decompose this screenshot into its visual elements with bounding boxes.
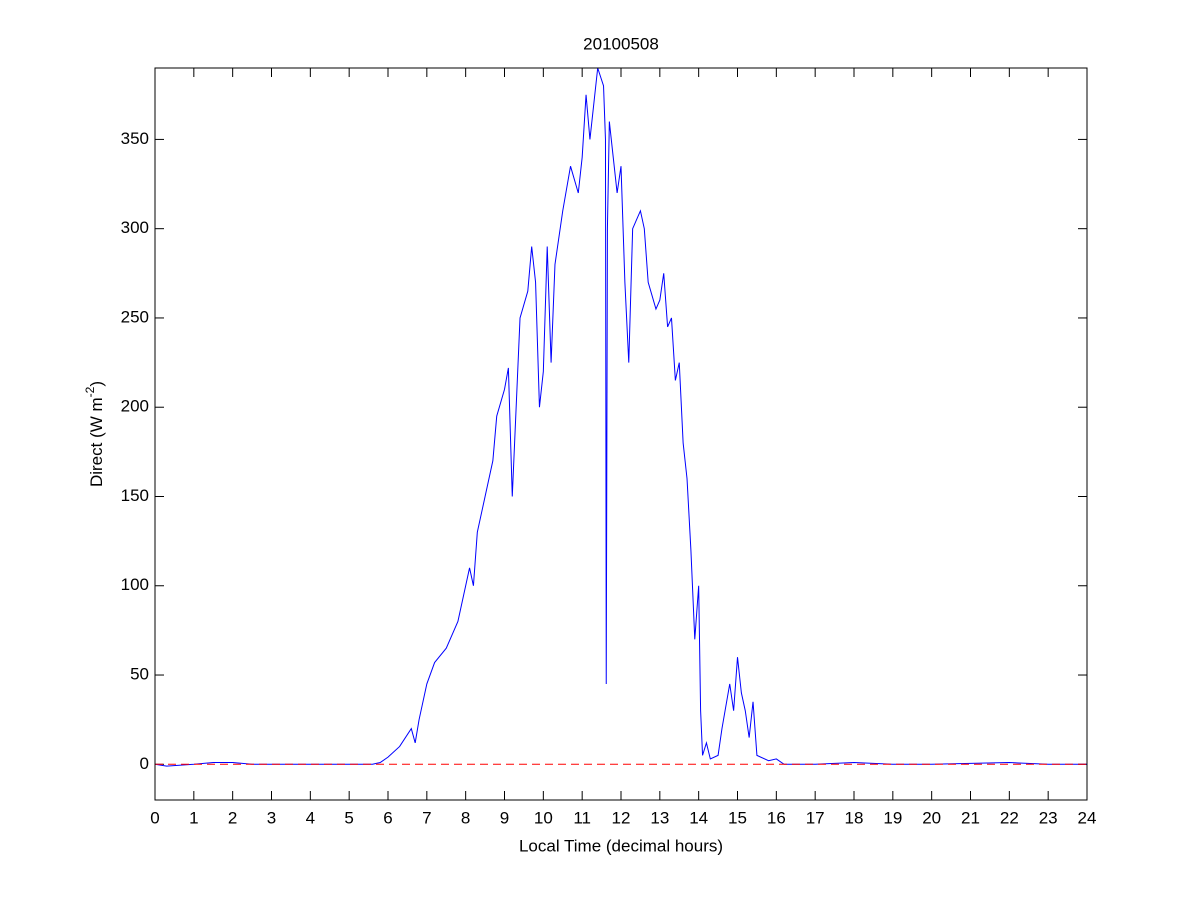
x-tick-label: 6 — [383, 808, 392, 827]
x-tick-label: 11 — [573, 808, 591, 827]
x-tick-label: 3 — [267, 808, 276, 827]
x-tick-label: 8 — [461, 808, 470, 827]
x-tick-label: 9 — [500, 808, 509, 827]
x-tick-label: 1 — [189, 808, 198, 827]
x-tick-label: 19 — [883, 808, 902, 827]
y-tick-label: 250 — [121, 307, 149, 326]
x-tick-label: 15 — [728, 808, 747, 827]
chart-title: 20100508 — [583, 34, 659, 53]
y-label-text: Direct (W m — [87, 397, 106, 487]
x-tick-label: 24 — [1078, 808, 1097, 827]
x-tick-label: 13 — [650, 808, 669, 827]
x-tick-label: 10 — [534, 808, 553, 827]
x-tick-label: 7 — [422, 808, 431, 827]
y-tick-label: 150 — [121, 486, 149, 505]
x-tick-label: 23 — [1039, 808, 1058, 827]
y-tick-label: 50 — [130, 665, 149, 684]
axes-box — [154, 67, 1088, 801]
x-tick-label: 21 — [961, 808, 980, 827]
y-label-exponent: -2 — [83, 386, 97, 397]
x-tick-label: 5 — [344, 808, 353, 827]
y-tick-label: 200 — [121, 397, 149, 416]
x-tick-label: 12 — [612, 808, 631, 827]
data-line — [154, 67, 1087, 767]
x-tick-label: 2 — [228, 808, 237, 827]
x-tick-label: 0 — [150, 808, 159, 827]
x-tick-label: 20 — [922, 808, 941, 827]
x-tick-label: 16 — [767, 808, 786, 827]
x-axis-label: Local Time (decimal hours) — [519, 836, 723, 855]
plot-area — [155, 68, 1087, 800]
y-label-close: ) — [87, 381, 106, 387]
y-axis-label: Direct (W m-2) — [83, 381, 106, 487]
x-tick-label: 22 — [1000, 808, 1019, 827]
x-tick-label: 18 — [845, 808, 864, 827]
x-tick-label: 14 — [689, 808, 708, 827]
x-tick-label: 17 — [806, 808, 825, 827]
y-tick-label: 0 — [140, 754, 149, 773]
x-tick-label: 4 — [306, 808, 315, 827]
y-tick-label: 100 — [121, 575, 149, 594]
y-tick-label: 350 — [121, 129, 149, 148]
y-tick-label: 300 — [121, 218, 149, 237]
